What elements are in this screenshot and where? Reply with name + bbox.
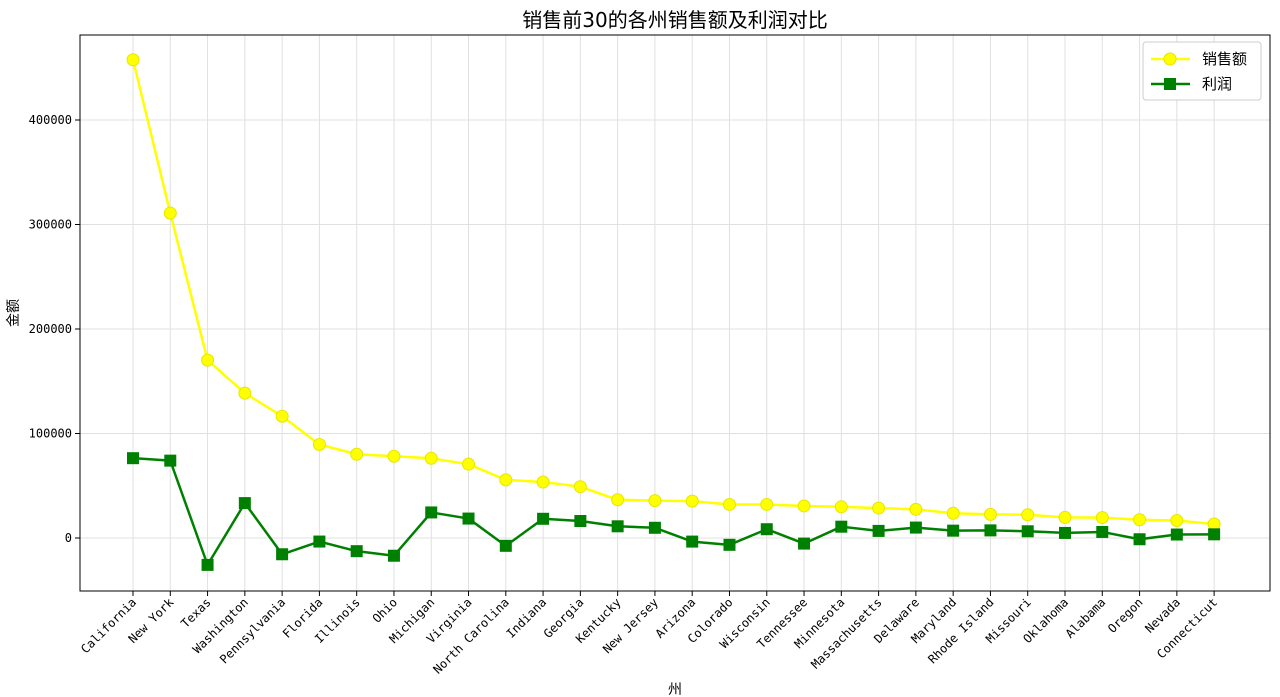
data-point — [722, 497, 736, 511]
data-point — [723, 538, 736, 551]
data-point — [499, 539, 512, 552]
data-point — [163, 206, 177, 220]
data-point — [1058, 510, 1072, 524]
data-point — [164, 454, 177, 467]
data-point — [1170, 514, 1184, 528]
data-point — [909, 521, 922, 534]
legend: 销售额 利润 — [1142, 41, 1262, 101]
x-tick-label: Pennsylvania — [217, 595, 288, 666]
y-axis-label: 金额 — [6, 299, 22, 327]
data-point — [797, 499, 811, 513]
data-point — [1133, 533, 1146, 546]
data-point — [350, 545, 363, 558]
x-tick-label: California — [78, 595, 139, 656]
data-point — [835, 520, 848, 533]
data-point — [648, 494, 662, 508]
x-tick-label: Texas — [178, 595, 213, 630]
data-point — [1021, 508, 1035, 522]
data-point — [238, 386, 252, 400]
data-point — [1096, 525, 1109, 538]
data-point — [313, 535, 326, 548]
x-tick-label: Rhode Island — [925, 595, 996, 666]
y-tick-label: 0 — [65, 531, 72, 545]
data-point — [648, 521, 661, 534]
y-tick-label: 300000 — [29, 218, 72, 232]
data-point — [425, 506, 438, 519]
data-point — [387, 449, 401, 463]
data-point — [1059, 526, 1071, 539]
data-point — [424, 451, 438, 465]
series-line — [132, 456, 1215, 567]
data-point — [760, 497, 774, 511]
data-point — [312, 437, 326, 451]
data-point — [201, 558, 214, 571]
data-point — [573, 480, 587, 494]
data-point — [760, 523, 773, 536]
data-point — [127, 452, 139, 465]
data-point — [1095, 511, 1109, 525]
data-point — [350, 447, 364, 461]
data-point — [947, 524, 960, 537]
data-point — [1021, 525, 1034, 538]
x-axis-label: 州 — [668, 682, 682, 697]
plot-frame — [79, 34, 1271, 592]
data-point — [537, 512, 550, 525]
data-point — [872, 524, 885, 537]
data-point — [611, 493, 625, 507]
x-tick-label: Ohio — [370, 595, 400, 625]
chart-title: 销售前30的各州销售额及利润对比 — [522, 8, 827, 32]
data-point — [536, 475, 550, 489]
plot-background — [80, 35, 1270, 591]
data-point — [909, 502, 923, 516]
legend-marker-profit — [1164, 78, 1176, 90]
data-point — [872, 501, 886, 515]
y-tick-label: 200000 — [29, 322, 72, 336]
series-layer — [126, 53, 1221, 571]
legend-marker-sales — [1163, 52, 1177, 66]
data-point — [499, 473, 513, 487]
data-point — [1207, 517, 1221, 531]
data-point — [611, 520, 624, 533]
x-tick-label: Oregon — [1105, 595, 1146, 636]
data-point — [1133, 513, 1147, 527]
series-1 — [127, 452, 1221, 571]
data-point — [1208, 528, 1221, 541]
data-point — [276, 548, 289, 561]
data-point — [984, 524, 997, 537]
data-point — [201, 353, 215, 367]
data-point — [798, 537, 811, 550]
data-point — [983, 507, 997, 521]
data-point — [1170, 528, 1183, 541]
data-point — [126, 53, 140, 67]
data-point — [574, 515, 587, 528]
legend-label-sales: 销售额 — [1202, 50, 1247, 68]
x-tick-label: Indiana — [504, 595, 550, 641]
data-point — [238, 497, 251, 510]
data-point — [275, 409, 289, 423]
data-point — [387, 549, 400, 562]
x-tick-label: Alabama — [1063, 595, 1109, 641]
data-point — [685, 494, 699, 508]
data-point — [834, 500, 848, 514]
legend-label-profit: 利润 — [1202, 75, 1232, 93]
data-point — [946, 506, 960, 520]
y-tick-label: 400000 — [29, 113, 72, 127]
data-point — [462, 512, 475, 525]
data-point — [462, 457, 476, 471]
data-point — [686, 535, 699, 548]
series-0 — [126, 53, 1221, 531]
y-tick-label: 100000 — [29, 427, 72, 441]
